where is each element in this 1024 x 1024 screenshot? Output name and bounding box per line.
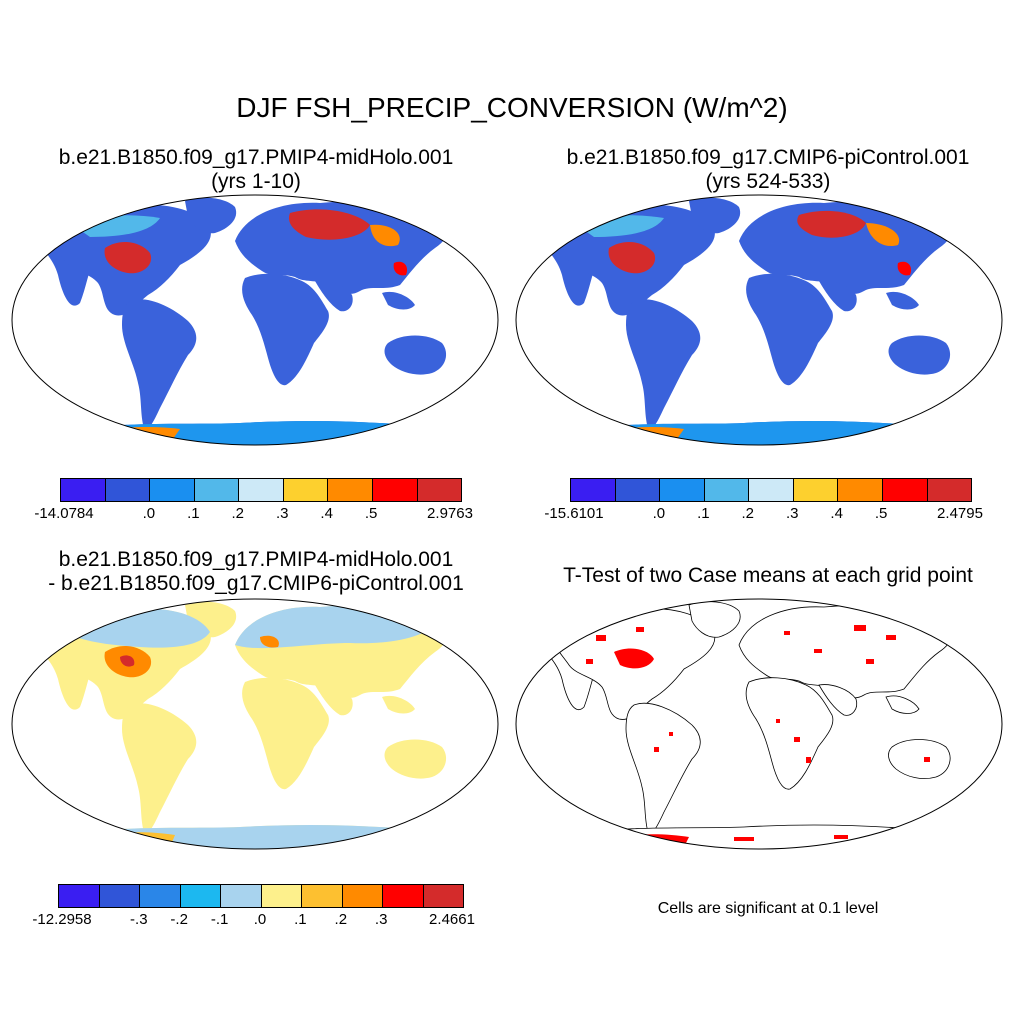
colorbar-1-box-5	[239, 479, 284, 501]
colorbar-3-label: .2	[334, 911, 348, 928]
colorbar-panel-3	[58, 884, 464, 908]
colorbar-1-box-2	[105, 479, 151, 501]
colorbar-2-label: .4	[830, 505, 843, 522]
colorbar-3-box-8	[342, 885, 383, 907]
colorbar-3-label: -.2	[170, 911, 188, 928]
map-panel-4	[515, 598, 1003, 850]
colorbar-3-box-3	[140, 885, 181, 907]
panel-1-title: b.e21.B1850.f09_g17.PMIP4-midHolo.001 (y…	[0, 146, 512, 194]
colorbar-1-box-1	[61, 479, 106, 501]
panel-3-title: b.e21.B1850.f09_g17.PMIP4-midHolo.001 - …	[0, 548, 512, 596]
colorbar-1-label: -14.0784	[34, 505, 94, 522]
colorbar-2-box-8	[882, 479, 928, 501]
colorbar-3-box-7	[302, 885, 343, 907]
panel-1-title-line1: b.e21.B1850.f09_g17.PMIP4-midHolo.001	[58, 146, 454, 169]
colorbar-3-label: .0	[253, 911, 267, 928]
colorbar-3-label: -.3	[130, 911, 148, 928]
colorbar-1-label: .4	[320, 505, 333, 522]
panel-4-title-line1: T-Test of two Case means at each grid po…	[563, 564, 973, 587]
colorbar-panel-2	[570, 478, 972, 502]
colorbar-1-box-7	[328, 479, 373, 501]
colorbar-3-box-2	[99, 885, 140, 907]
colorbar-panel-1	[60, 478, 462, 502]
colorbar-2-box-7	[838, 479, 883, 501]
colorbar-1-box-6	[283, 479, 329, 501]
colorbar-1-box-8	[372, 479, 418, 501]
colorbar-2-box-6	[793, 479, 839, 501]
colorbar-1-box-9	[417, 479, 462, 501]
colorbar-2-box-9	[927, 479, 972, 501]
colorbar-1-label: .0	[142, 505, 156, 522]
colorbar-3-label: -.1	[210, 911, 229, 928]
colorbar-2-box-3	[660, 479, 705, 501]
colorbar-3-box-9	[383, 885, 424, 907]
panel-3-title-line1: b.e21.B1850.f09_g17.PMIP4-midHolo.001	[58, 548, 454, 571]
colorbar-3-label: -12.2958	[32, 911, 92, 928]
colorbar-3-box-1	[59, 885, 100, 907]
map-panel-2	[515, 194, 1003, 446]
colorbar-1-label: 2.9763	[427, 505, 473, 522]
colorbar-3-label: 2.4661	[429, 911, 475, 928]
map-panel-3	[11, 598, 499, 850]
panel-3-title-line2: - b.e21.B1850.f09_g17.CMIP6-piControl.00…	[48, 572, 464, 595]
colorbar-2-label: .3	[785, 505, 799, 522]
colorbar-2-box-4	[704, 479, 750, 501]
colorbar-3-label: .1	[294, 911, 307, 928]
colorbar-1-label: .2	[231, 505, 245, 522]
colorbar-2-label: 2.4795	[937, 505, 983, 522]
colorbar-1-box-3	[150, 479, 195, 501]
figure-title: DJF FSH_PRECIP_CONVERSION (W/m^2)	[236, 92, 788, 123]
colorbar-3-label: .3	[374, 911, 388, 928]
panel-1-title-line2: (yrs 1-10)	[211, 170, 301, 193]
colorbar-1-label: .1	[187, 505, 200, 522]
panel-2-title-line1: b.e21.B1850.f09_g17.CMIP6-piControl.001	[566, 146, 970, 169]
panel-2-title-line2: (yrs 524-533)	[705, 170, 831, 193]
panel-4-title: T-Test of two Case means at each grid po…	[512, 564, 1024, 588]
colorbar-2-box-5	[749, 479, 794, 501]
colorbar-1-label: .3	[275, 505, 289, 522]
colorbar-2-label: .5	[874, 505, 888, 522]
map-panel-1	[11, 194, 499, 446]
colorbar-1-box-4	[194, 479, 240, 501]
colorbar-3-box-4	[180, 885, 221, 907]
colorbar-2-label: .2	[741, 505, 755, 522]
colorbar-2-box-2	[615, 479, 661, 501]
colorbar-1-label: .5	[364, 505, 378, 522]
colorbar-2-label: .1	[697, 505, 710, 522]
significance-note: Cells are significant at 0.1 level	[657, 900, 879, 917]
colorbar-3-box-10	[423, 885, 463, 907]
colorbar-2-label: -15.6101	[544, 505, 604, 522]
colorbar-2-label: .0	[652, 505, 666, 522]
colorbar-3-box-6	[261, 885, 302, 907]
colorbar-2-box-1	[571, 479, 616, 501]
panel-2-title: b.e21.B1850.f09_g17.CMIP6-piControl.001 …	[512, 146, 1024, 194]
colorbar-3-box-5	[221, 885, 262, 907]
